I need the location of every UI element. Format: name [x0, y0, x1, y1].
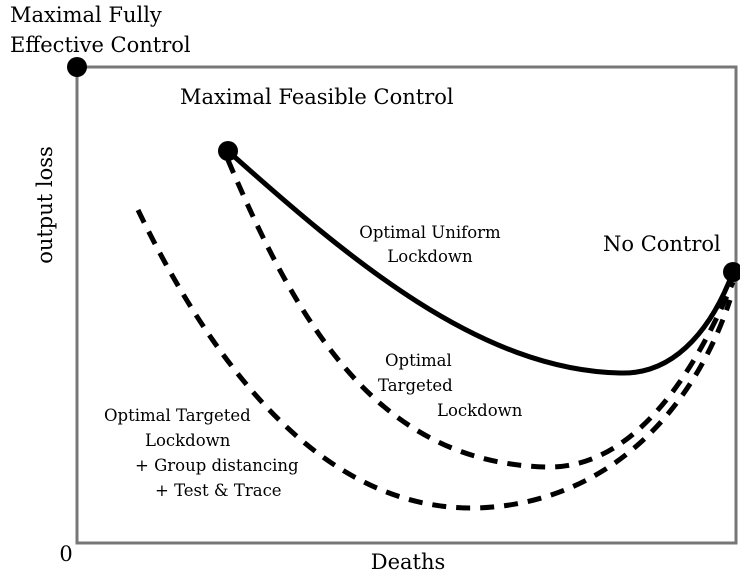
label: Lockdown: [437, 401, 523, 420]
label: Lockdown: [387, 247, 473, 266]
group-curve: [135, 208, 733, 511]
label: Lockdown: [145, 431, 231, 450]
label: + Group distancing: [135, 456, 299, 475]
label: Optimal Targeted: [104, 406, 251, 425]
frame: [75, 65, 738, 545]
label: Optimal Uniform: [359, 223, 501, 242]
y-axis-label: output loss: [33, 146, 57, 264]
label: Optimal: [385, 351, 452, 370]
point: [67, 57, 87, 77]
x-axis-label: Deaths: [371, 550, 446, 574]
label: + Test & Trace: [155, 481, 282, 500]
label: Maximal Fully: [10, 3, 162, 27]
label: Effective Control: [10, 33, 191, 57]
point: [723, 262, 740, 282]
label: Targeted: [378, 376, 453, 395]
point: [218, 141, 238, 161]
uniform-curve: [226, 149, 736, 376]
origin-label: 0: [59, 542, 72, 566]
label: No Control: [603, 232, 721, 256]
targeted-curve: [225, 159, 736, 470]
label: Maximal Feasible Control: [180, 85, 454, 109]
